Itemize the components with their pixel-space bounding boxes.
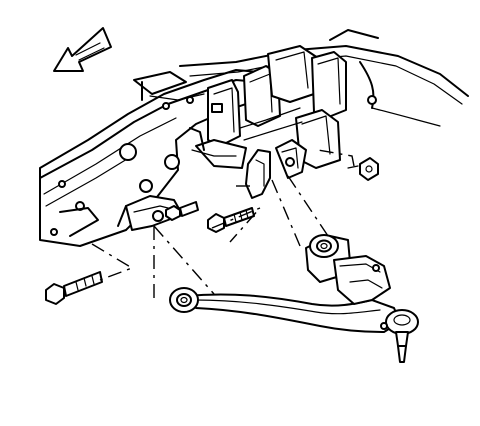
bolt-head-icon (367, 95, 377, 105)
frame-hole-icon (139, 179, 153, 193)
alignment-lines (91, 149, 355, 298)
front-bushing (169, 287, 199, 313)
bushing-hole-icon (152, 210, 164, 222)
frame-hole-icon (119, 143, 137, 161)
bushing-hole-icon (285, 157, 295, 167)
lower-control-arm (185, 235, 401, 333)
front-pivot-bolt (165, 201, 199, 221)
rear-crossmember (179, 29, 469, 127)
rivet-icon (380, 322, 388, 330)
rear-bushing (309, 234, 339, 258)
rivet-icon (162, 102, 170, 110)
rivet-icon (58, 180, 66, 188)
ball-joint (380, 309, 419, 363)
forward-arrow-icon (53, 27, 112, 72)
rivet-icon (186, 96, 194, 104)
frame-hole-icon (164, 154, 180, 170)
bracket-slot-icon (211, 103, 223, 113)
spring-hangers (189, 45, 347, 169)
rivet-icon (50, 228, 58, 236)
rear-control-arm-bracket (245, 139, 307, 199)
nut (347, 157, 379, 181)
front-pivot-bolt-exploded (45, 271, 103, 305)
rivet-icon (372, 264, 380, 272)
